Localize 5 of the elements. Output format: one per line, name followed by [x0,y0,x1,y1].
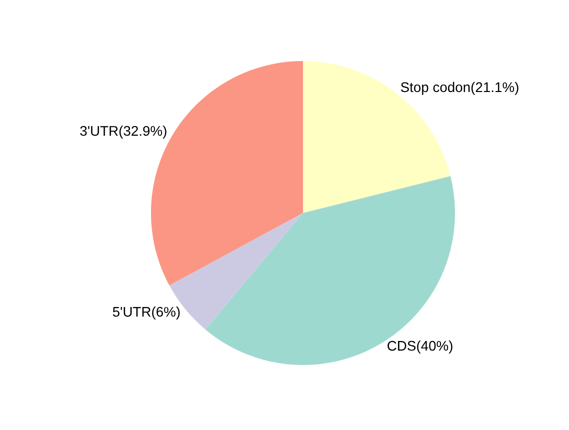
pie-slice [205,176,455,365]
slice-label: 5'UTR(6%) [112,306,180,320]
slice-label: Stop codon(21.1%) [400,82,518,95]
slice-label: 3'UTR(32.9%) [80,126,166,139]
slice-label: CDS(40%) [388,340,452,354]
